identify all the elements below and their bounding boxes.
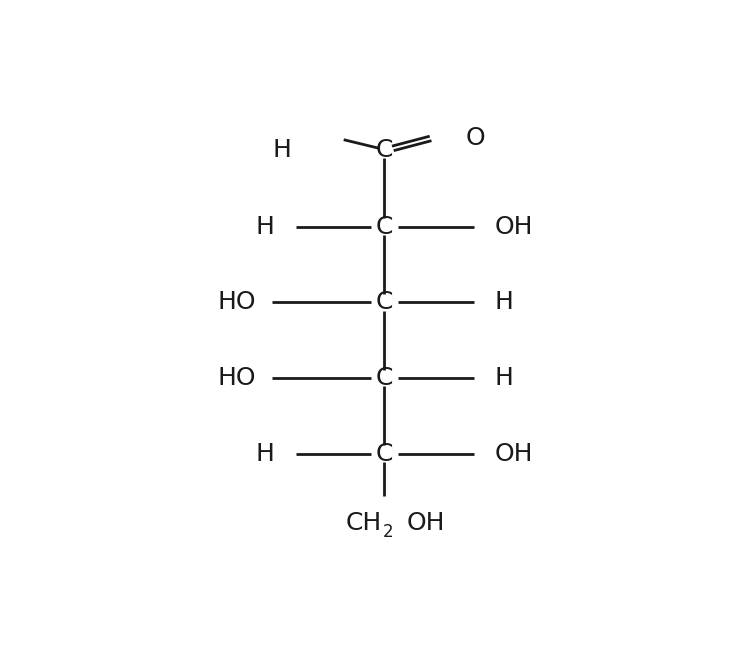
- Text: C: C: [376, 366, 393, 390]
- Text: HO: HO: [218, 366, 256, 390]
- Text: C: C: [376, 442, 393, 466]
- Text: H: H: [255, 442, 274, 466]
- Text: C: C: [376, 290, 393, 315]
- Text: C: C: [376, 138, 393, 162]
- Text: 2: 2: [382, 523, 393, 541]
- Text: H: H: [272, 138, 291, 162]
- Text: CH: CH: [345, 511, 382, 535]
- Text: OH: OH: [495, 214, 533, 239]
- Text: H: H: [495, 366, 514, 390]
- Text: O: O: [466, 126, 485, 151]
- Text: H: H: [255, 214, 274, 239]
- Text: H: H: [495, 290, 514, 315]
- Text: C: C: [376, 214, 393, 239]
- Text: HO: HO: [218, 290, 256, 315]
- Text: OH: OH: [406, 511, 445, 535]
- Text: OH: OH: [495, 442, 533, 466]
